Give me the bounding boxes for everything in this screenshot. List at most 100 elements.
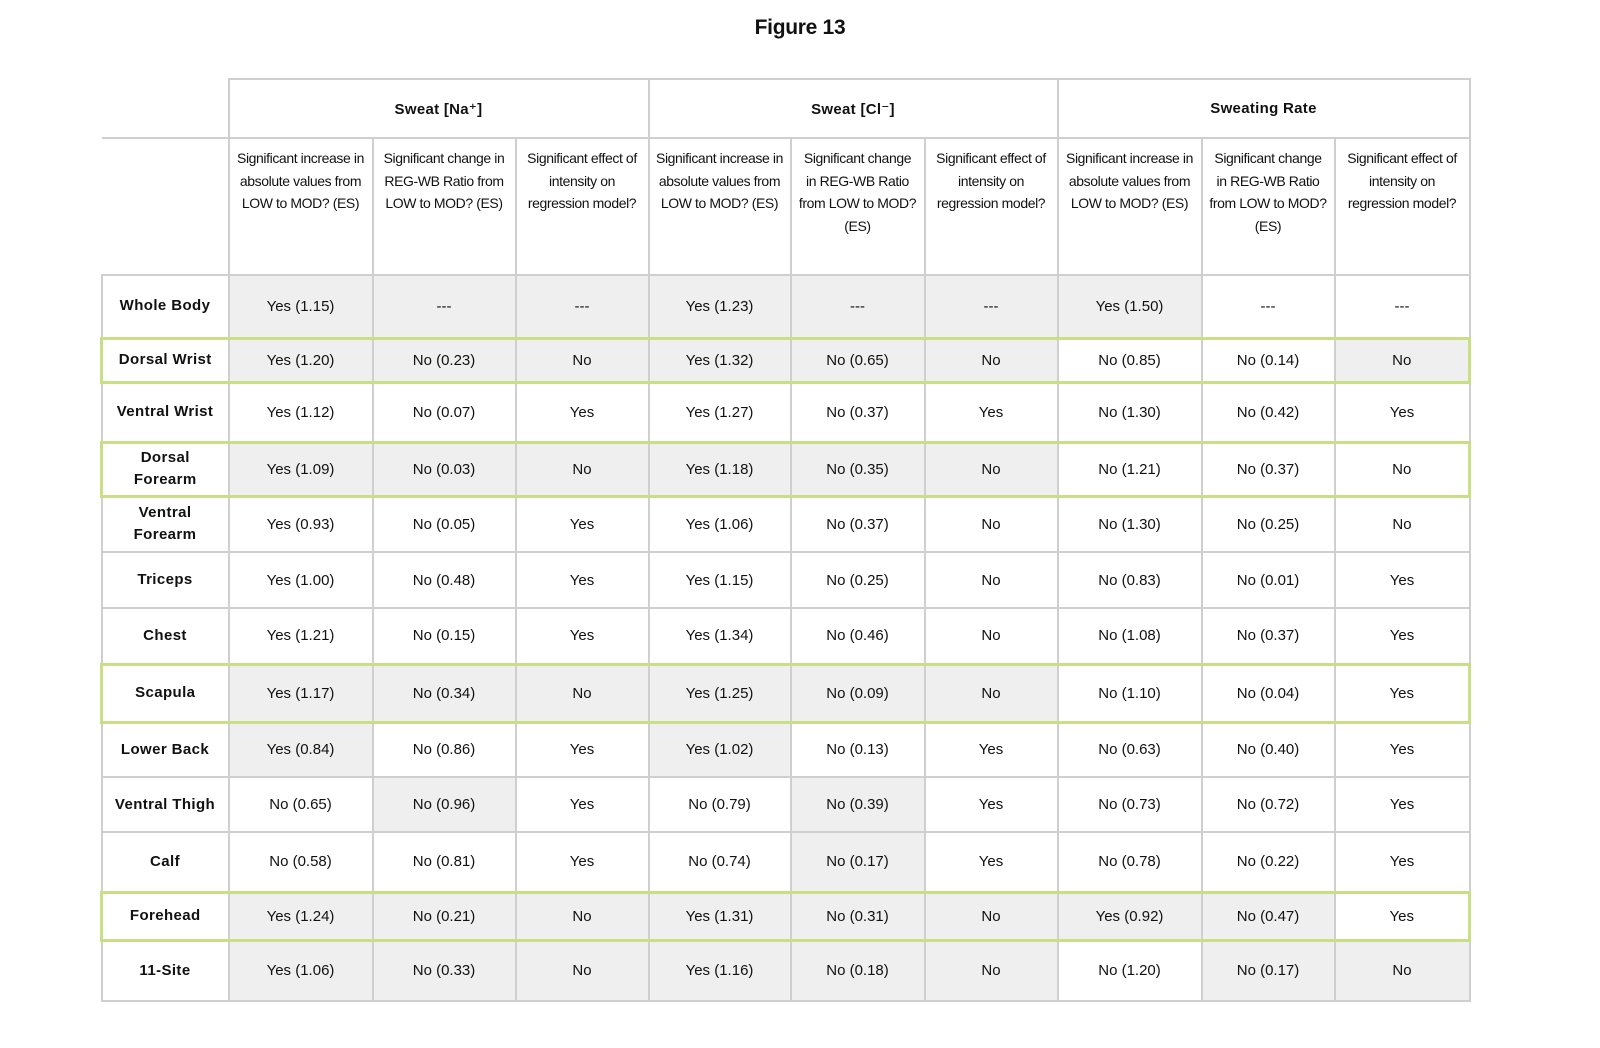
- column-header: Significant change in REG-WB Ratio from …: [789, 137, 926, 276]
- column-header: Significant effect of intensity on regre…: [1333, 137, 1471, 276]
- table-cell: No (0.74): [647, 831, 792, 893]
- corner-cell: [101, 79, 230, 139]
- table-row: Ventral Wrist Yes (1.12) No (0.07) Yes Yes (…: [100, 381, 1471, 443]
- table-cell: No (0.18): [789, 939, 926, 1002]
- table-cell: ---: [789, 274, 926, 339]
- table-cell: No (0.13): [789, 721, 926, 778]
- table-cell: Yes (1.02): [647, 721, 792, 778]
- table-cell: Yes: [923, 721, 1059, 778]
- column-header: Significant increase in absolute values …: [227, 137, 374, 276]
- table-cell: No (0.01): [1200, 551, 1336, 609]
- table-row: Scapula Yes (1.17) No (0.34) No Yes (1.25) No…: [100, 662, 1472, 724]
- table-cell: No (0.25): [789, 551, 926, 609]
- table-cell: Yes: [1333, 776, 1471, 833]
- table-cell: No (0.37): [789, 495, 926, 553]
- row-label: Dorsal Wrist: [100, 336, 230, 384]
- table-cell: No (0.03): [371, 440, 517, 498]
- table-cell: Yes (1.09): [227, 440, 374, 498]
- table-cell: Yes: [514, 495, 650, 553]
- table-cell: No (0.37): [789, 381, 926, 443]
- table-cell: No (0.72): [1200, 776, 1336, 833]
- table-cell: No: [923, 890, 1059, 942]
- table-cell: Yes (1.21): [227, 607, 374, 665]
- table-cell: Yes: [1333, 662, 1472, 724]
- table-cell: Yes: [514, 551, 650, 609]
- table-row: Chest Yes (1.21) No (0.15) Yes Yes (1.34) No …: [100, 607, 1471, 665]
- column-header: Significant effect of intensity on regre…: [923, 137, 1059, 276]
- table-cell: No (0.63): [1056, 721, 1203, 778]
- row-label: Dorsal Forearm: [100, 440, 230, 498]
- table-row: Dorsal Wrist Yes (1.20) No (0.23) No Yes (1.…: [100, 336, 1472, 384]
- table-cell: No (1.30): [1056, 495, 1203, 553]
- table-cell: No: [514, 440, 650, 498]
- table-cell: Yes (1.32): [647, 336, 792, 384]
- group-header: Sweat [Na⁺]: [227, 78, 650, 139]
- table-cell: No (0.96): [371, 776, 517, 833]
- table-cell: ---: [1200, 274, 1336, 339]
- table-cell: No (0.37): [1200, 440, 1336, 498]
- figure-title: Figure 13: [754, 16, 846, 39]
- table-cell: Yes (1.12): [227, 381, 374, 443]
- table-cell: No (0.35): [789, 440, 926, 498]
- table-cell: Yes (0.93): [227, 495, 374, 553]
- table-cell: No (0.37): [1200, 607, 1336, 665]
- table-cell: No: [1333, 939, 1471, 1002]
- table-cell: No (0.15): [371, 607, 517, 665]
- table-cell: Yes (1.06): [647, 495, 792, 553]
- table-cell: No: [514, 890, 650, 942]
- table-cell: No: [514, 939, 650, 1002]
- row-label: Ventral Forearm: [100, 495, 230, 553]
- table-row: 11-Site Yes (1.06) No (0.33) No Yes (1.16) No…: [100, 939, 1471, 1002]
- table-cell: Yes (1.15): [647, 551, 792, 609]
- table-cell: No (1.20): [1056, 939, 1203, 1002]
- table-cell: No (0.48): [371, 551, 517, 609]
- table-cell: No (0.25): [1200, 495, 1336, 553]
- table-cell: Yes: [514, 381, 650, 443]
- table-cell: Yes: [1333, 890, 1472, 942]
- table-cell: No: [923, 495, 1059, 553]
- table-cell: Yes (1.31): [647, 890, 792, 942]
- table-cell: No (0.46): [789, 607, 926, 665]
- table-cell: ---: [1333, 274, 1471, 339]
- table-cell: Yes (1.23): [647, 274, 792, 339]
- table-cell: Yes (1.25): [647, 662, 792, 724]
- table-cell: No (0.23): [371, 336, 517, 384]
- table-cell: Yes: [1333, 381, 1471, 443]
- table-row: Whole Body Yes (1.15) --- --- Yes (1.23) --- -…: [100, 274, 1471, 339]
- table-cell: Yes (0.92): [1056, 890, 1203, 942]
- column-header: Significant change in REG-WB Ratio from …: [1200, 137, 1336, 276]
- table-cell: Yes (1.34): [647, 607, 792, 665]
- table-cell: No (0.07): [371, 381, 517, 443]
- table-cell: No: [923, 440, 1059, 498]
- table-cell: No: [923, 336, 1059, 384]
- row-label: Chest: [100, 607, 230, 665]
- table-cell: No (1.08): [1056, 607, 1203, 665]
- table-row: Forehead Yes (1.24) No (0.21) No Yes (1.31) N…: [100, 890, 1472, 942]
- table-cell: No (0.42): [1200, 381, 1336, 443]
- table-cell: No (0.22): [1200, 831, 1336, 893]
- table-cell: No (0.81): [371, 831, 517, 893]
- table-cell: No (0.14): [1200, 336, 1336, 384]
- table-cell: No (0.04): [1200, 662, 1336, 724]
- table-cell: No: [514, 662, 650, 724]
- table-row: Ventral Forearm Yes (0.93) No (0.05) Yes Yes…: [100, 495, 1471, 553]
- table-cell: Yes (1.18): [647, 440, 792, 498]
- table-cell: Yes (1.16): [647, 939, 792, 1002]
- table-cell: No (0.17): [1200, 939, 1336, 1002]
- table-cell: Yes (1.17): [227, 662, 374, 724]
- table-cell: Yes: [923, 776, 1059, 833]
- table-cell: No (0.58): [227, 831, 374, 893]
- table-cell: No (0.86): [371, 721, 517, 778]
- table-cell: No (0.34): [371, 662, 517, 724]
- table-cell: No (0.05): [371, 495, 517, 553]
- table-cell: Yes: [514, 776, 650, 833]
- table-row: Triceps Yes (1.00) No (0.48) Yes Yes (1.15) N…: [100, 551, 1471, 609]
- table-cell: Yes: [923, 381, 1059, 443]
- table-cell: Yes: [1333, 831, 1471, 893]
- results-table: Sweat [Na⁺] Sweat [Cl⁻] Sweating Rate Sign…: [100, 78, 1472, 1002]
- table-cell: No (1.30): [1056, 381, 1203, 443]
- table-cell: ---: [923, 274, 1059, 339]
- subheader-row: Significant increase in absolute values …: [101, 137, 1471, 276]
- table-cell: No: [923, 939, 1059, 1002]
- column-header: Significant effect of intensity on regre…: [514, 137, 650, 276]
